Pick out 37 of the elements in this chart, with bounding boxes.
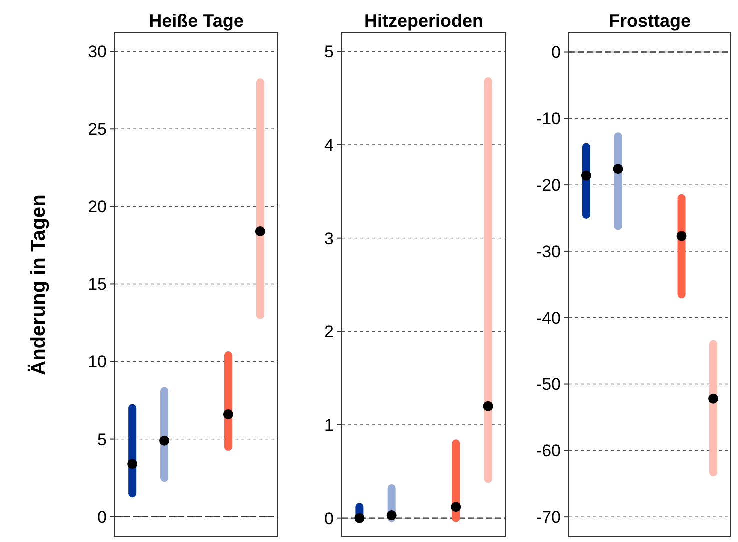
- y-tick-label: 30: [88, 42, 107, 62]
- y-tick-label: 20: [88, 198, 107, 217]
- y-tick-label: 5: [324, 42, 334, 62]
- y-tick-label: 0: [552, 43, 561, 62]
- y-tick-label: 4: [324, 136, 334, 155]
- y-tick-label: -70: [536, 508, 561, 528]
- y-tick-label: 5: [98, 430, 107, 450]
- point: [483, 401, 494, 412]
- y-tick-label: 2: [324, 322, 334, 342]
- point: [676, 231, 687, 242]
- point: [255, 226, 266, 236]
- y-tick-label: -50: [536, 375, 561, 394]
- point: [128, 459, 138, 470]
- y-tick-label: 0: [98, 508, 107, 527]
- y-tick-label: -10: [536, 110, 561, 129]
- point: [386, 510, 397, 521]
- y-tick-label: -40: [536, 308, 561, 328]
- chart-title: Hitzeperioden: [364, 11, 484, 31]
- y-tick-label: 1: [324, 416, 334, 435]
- point: [581, 170, 592, 181]
- y-tick-label: 0: [324, 509, 334, 528]
- y-tick-label: 25: [88, 120, 107, 140]
- y-axis-title: Änderung in Tagen: [27, 194, 50, 376]
- point: [223, 409, 234, 420]
- chart-title: Frosttage: [608, 11, 692, 31]
- y-tick-label: -20: [536, 176, 561, 196]
- point: [613, 164, 624, 174]
- y-tick-label: 3: [324, 229, 334, 248]
- chart-title: Heiße Tage: [149, 11, 244, 31]
- y-tick-label: 15: [88, 275, 107, 294]
- y-tick-label: -30: [536, 242, 561, 262]
- point: [708, 394, 719, 404]
- y-tick-label: -60: [536, 442, 561, 461]
- y-tick-label: 10: [88, 352, 107, 372]
- point: [354, 513, 365, 524]
- point: [451, 502, 462, 512]
- point: [160, 436, 170, 446]
